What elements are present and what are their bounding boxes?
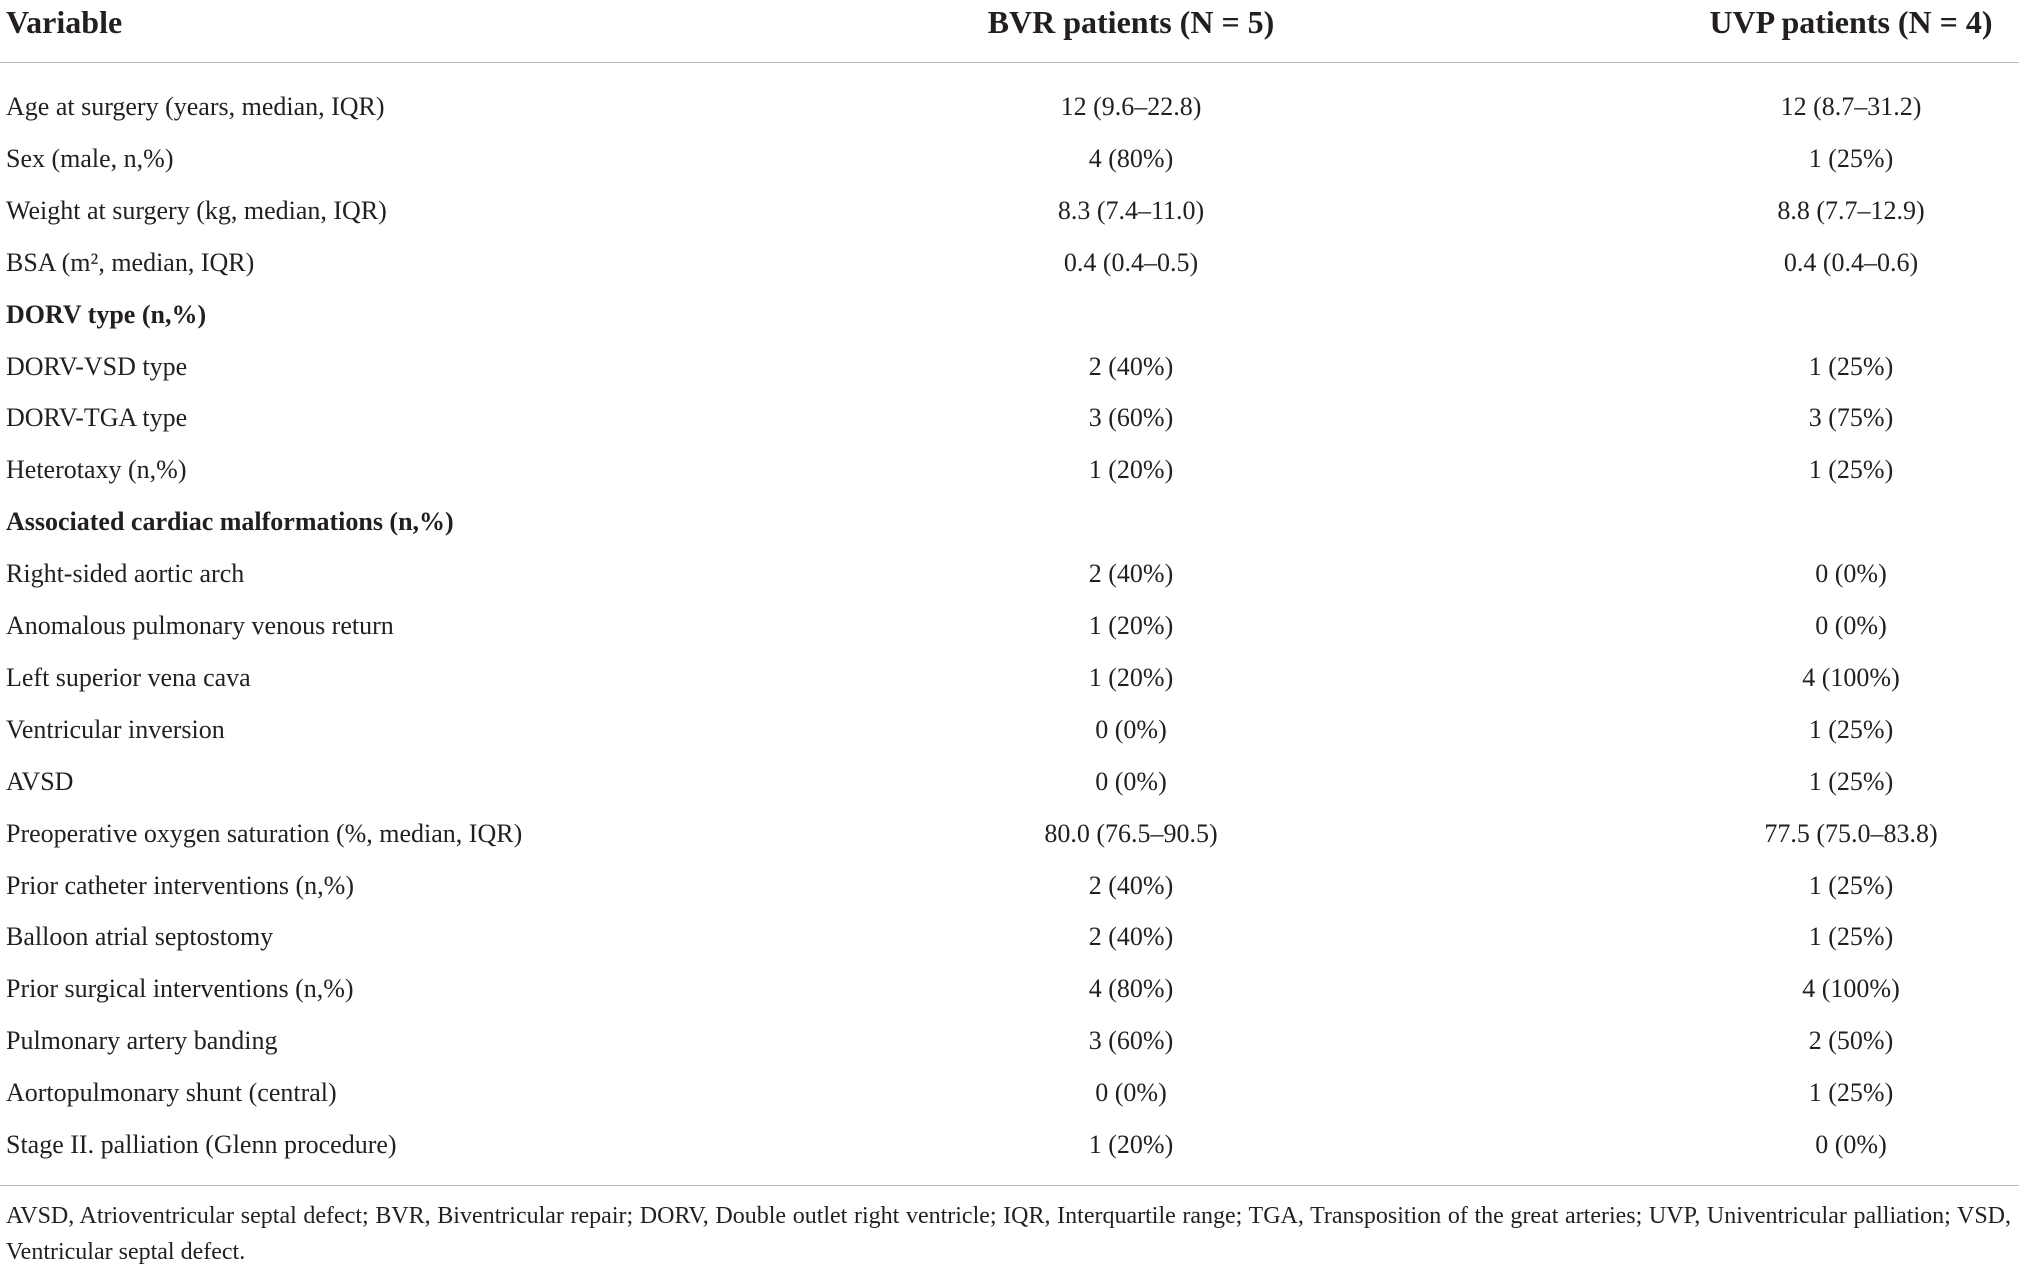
uvp-cell: 0 (0%) [1815, 1130, 1887, 1159]
bvr-cell: 1 (20%) [1088, 455, 1174, 485]
row-label: DORV-TGA type [6, 403, 188, 433]
uvp-cell: 1 (25%) [1808, 870, 1894, 900]
bvr-cell: 80.0 (76.5–90.5) [1044, 818, 1218, 848]
row-label: BSA (m², median, IQR) [6, 247, 255, 277]
column-header: BVR patients (N = 5) [987, 4, 1275, 40]
uvp-cell: 1 (25%) [1808, 1078, 1894, 1108]
bvr-cell: 0 (0%) [1095, 1078, 1167, 1108]
uvp-cell: 0 (0%) [1815, 611, 1887, 640]
row-label: Left superior vena cava [6, 662, 251, 692]
row-label: Balloon atrial septostomy [6, 922, 274, 952]
bvr-cell: 8.3 (7.4–11.0) [1057, 195, 1205, 225]
uvp-cell: 1 (25%) [1808, 714, 1894, 744]
header-rule [0, 62, 2019, 63]
bvr-cell: 1 (20%) [1088, 662, 1174, 692]
column-header: Variable [6, 4, 123, 40]
bvr-cell: 12 (9.6–22.8) [1060, 92, 1202, 121]
column-header: UVP patients (N = 4) [1709, 4, 1993, 40]
bvr-cell: 1 (20%) [1088, 611, 1174, 640]
bvr-cell: 2 (40%) [1088, 351, 1174, 381]
uvp-cell: 1 (25%) [1808, 766, 1894, 796]
row-label: Stage II. palliation (Glenn procedure) [6, 1130, 397, 1159]
row-label: Pulmonary artery banding [6, 1026, 278, 1056]
row-label: Ventricular inversion [6, 714, 225, 744]
uvp-cell: 12 (8.7–31.2) [1780, 92, 1922, 121]
row-label: Sex (male, n,%) [6, 143, 174, 173]
row-label: Weight at surgery (kg, median, IQR) [6, 195, 387, 225]
bvr-cell: 4 (80%) [1088, 143, 1174, 173]
uvp-cell: 1 (25%) [1808, 143, 1894, 173]
uvp-cell: 3 (75%) [1808, 403, 1894, 433]
row-label: Prior catheter interventions (n,%) [6, 870, 354, 900]
uvp-cell: 77.5 (75.0–83.8) [1764, 818, 1938, 848]
bvr-cell: 2 (40%) [1088, 922, 1174, 952]
row-label: Right-sided aortic arch [6, 559, 245, 589]
uvp-cell: 8.8 (7.7–12.9) [1777, 195, 1925, 225]
row-label: Aortopulmonary shunt (central) [6, 1078, 337, 1108]
bvr-cell: 0 (0%) [1095, 714, 1167, 744]
row-label: DORV-VSD type [6, 351, 188, 381]
bvr-cell: 0 (0%) [1095, 766, 1167, 796]
section-label: Associated cardiac malformations (n,%) [6, 507, 454, 537]
bvr-cell: 3 (60%) [1088, 1026, 1174, 1056]
uvp-cell: 1 (25%) [1808, 351, 1894, 381]
uvp-cell: 2 (50%) [1808, 1026, 1894, 1056]
uvp-cell: 1 (25%) [1808, 922, 1894, 952]
uvp-cell: 0 (0%) [1815, 559, 1887, 589]
bvr-cell: 4 (80%) [1088, 974, 1174, 1004]
footnote: AVSD, Atrioventricular septal defect; BV… [6, 1203, 2011, 1265]
row-label: Prior surgical interventions (n,%) [6, 974, 354, 1004]
uvp-cell: 1 (25%) [1808, 455, 1894, 485]
row-label: Age at surgery (years, median, IQR) [6, 92, 385, 121]
row-label: AVSD [6, 766, 74, 796]
row-label: Preoperative oxygen saturation (%, media… [6, 818, 523, 848]
uvp-cell: 4 (100%) [1802, 662, 1900, 692]
uvp-cell: 4 (100%) [1802, 974, 1900, 1004]
uvp-cell: 0.4 (0.4–0.6) [1783, 247, 1919, 277]
bottom-rule [0, 1185, 2019, 1186]
bvr-cell: 2 (40%) [1088, 559, 1174, 589]
row-label: Heterotaxy (n,%) [6, 455, 187, 485]
bvr-cell: 1 (20%) [1088, 1130, 1174, 1159]
bvr-cell: 0.4 (0.4–0.5) [1063, 247, 1199, 277]
section-label: DORV type (n,%) [6, 299, 207, 329]
row-label: Anomalous pulmonary venous return [6, 611, 394, 640]
bvr-cell: 2 (40%) [1088, 870, 1174, 900]
bvr-cell: 3 (60%) [1088, 403, 1174, 433]
